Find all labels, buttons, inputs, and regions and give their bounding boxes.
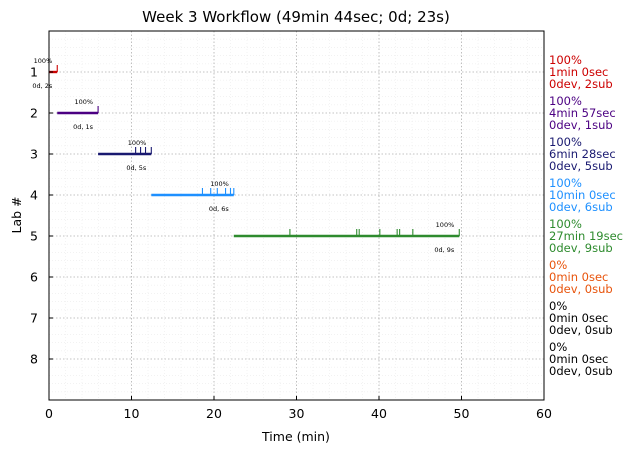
count-label: 0d, 1s — [73, 123, 94, 131]
ticks: 0 10 20 30 40 50 60 1 2 3 4 5 6 7 8 — [30, 65, 552, 422]
count-label: 0d, 2s — [32, 82, 53, 90]
lab-summary-line: 0min 0sec — [549, 311, 608, 325]
lab-summary-line: 0dev, 9sub — [549, 241, 613, 255]
y-tick-label: 6 — [30, 270, 38, 285]
lab-summary-line: 4min 57sec — [549, 106, 616, 120]
completion-label: 100% — [34, 57, 53, 65]
completion-label: 100% — [436, 221, 455, 229]
x-tick-label: 0 — [45, 406, 53, 421]
lab-summary-line: 0dev, 6sub — [549, 200, 613, 214]
lab-summary-line: 0min 0sec — [549, 352, 608, 366]
completion-label: 100% — [210, 180, 229, 188]
x-tick-label: 10 — [124, 406, 140, 421]
count-label: 0d, 5s — [126, 164, 147, 172]
lab-summary-line: 0% — [549, 299, 567, 313]
x-tick-label: 40 — [371, 406, 387, 421]
y-tick-label: 7 — [30, 311, 38, 326]
lab-summary-line: 0dev, 1sub — [549, 118, 613, 132]
lab-summary-line: 0dev, 5sub — [549, 159, 613, 173]
lab-summary-line: 100% — [549, 53, 582, 67]
lab-summary-line: 100% — [549, 135, 582, 149]
x-tick-label: 20 — [206, 406, 222, 421]
lab-summary-line: 0dev, 2sub — [549, 77, 613, 91]
lab-summary-line: 0dev, 0sub — [549, 364, 613, 378]
completion-label: 100% — [128, 139, 147, 147]
chart-title: Week 3 Workflow (49min 44sec; 0d; 23s) — [142, 8, 450, 26]
lab-summary-line: 0min 0sec — [549, 270, 608, 284]
lab-summary-line: 0% — [549, 340, 567, 354]
count-label: 0d, 9s — [434, 246, 455, 254]
lab-summary-line: 10min 0sec — [549, 188, 616, 202]
lab-summary-line: 1min 0sec — [549, 65, 608, 79]
grid — [48, 31, 545, 400]
x-tick-label: 30 — [289, 406, 305, 421]
y-tick-label: 3 — [30, 147, 38, 162]
marks: 100% 0d, 2s 100% 0d, 1s 100% 0d, 5s 100% 0d, 6s… — [32, 57, 460, 254]
y-tick-label: 8 — [30, 352, 38, 367]
x-axis-label: Time (min) — [261, 429, 330, 444]
lab-summary-line: 6min 28sec — [549, 147, 616, 161]
lab-summary-line: 27min 19sec — [549, 229, 623, 243]
y-tick-label: 5 — [30, 229, 38, 244]
y-tick-label: 2 — [30, 106, 38, 121]
lab-summary-line: 0dev, 0sub — [549, 323, 613, 337]
x-tick-label: 60 — [536, 406, 552, 421]
y-tick-label: 1 — [30, 65, 38, 80]
lab-summary-line: 0dev, 0sub — [549, 282, 613, 296]
lab-summary-line: 100% — [549, 176, 582, 190]
y-axis-label: Lab # — [9, 196, 24, 233]
lab-summary-line: 100% — [549, 94, 582, 108]
x-tick-label: 50 — [454, 406, 470, 421]
lab-summary-line: 100% — [549, 217, 582, 231]
completion-label: 100% — [74, 98, 93, 106]
lab-summary-line: 0% — [549, 258, 567, 272]
plot-area-frame — [48, 30, 545, 401]
y-tick-label: 4 — [30, 188, 38, 203]
count-label: 0d, 6s — [209, 205, 230, 213]
